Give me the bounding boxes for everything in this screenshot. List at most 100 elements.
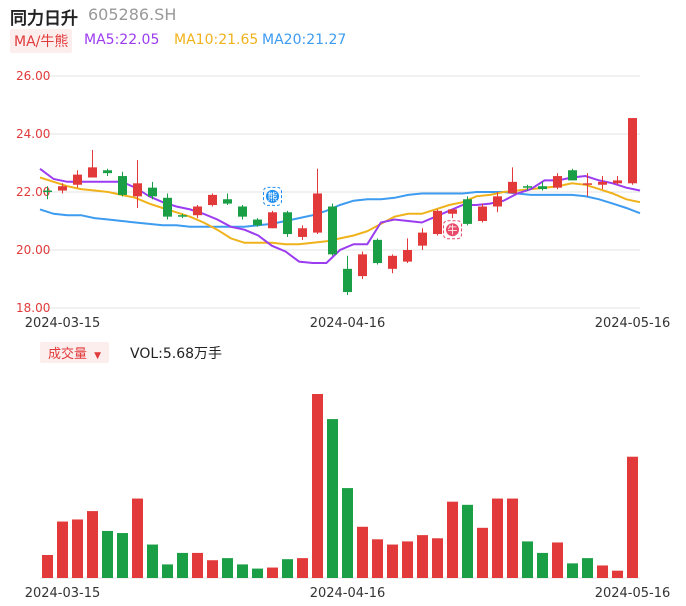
volume-x-tick-label: 2024-04-16 — [310, 586, 386, 601]
volume-bar — [597, 565, 608, 578]
candle-body — [493, 196, 502, 207]
stock-code: 605286.SH — [88, 5, 177, 24]
candle-body — [193, 206, 202, 216]
candle-body — [538, 186, 547, 190]
volume-bar — [162, 564, 173, 578]
candle-body — [133, 183, 142, 197]
volume-value-label: VOL:5.68万手 — [130, 346, 223, 362]
volume-bar — [552, 542, 563, 578]
volume-bar — [282, 559, 293, 578]
ma10-label: MA10:21.65 — [174, 32, 259, 48]
candle-body — [403, 250, 412, 262]
dropdown-triangle-icon: ▼ — [94, 351, 102, 361]
volume-x-tick-label: 2024-03-15 — [25, 586, 101, 601]
candle-body — [88, 167, 97, 178]
volume-bar — [312, 394, 323, 578]
volume-bar — [102, 530, 113, 578]
candle-body — [268, 212, 277, 229]
candle-body — [343, 268, 352, 293]
candle-body — [163, 197, 172, 217]
bull-signal-label: 牛 — [448, 224, 458, 237]
candle-body — [253, 219, 262, 226]
candle-body — [583, 183, 592, 185]
volume-bar — [627, 456, 638, 578]
y-tick-label: 24.00 — [16, 127, 50, 141]
volume-bar — [87, 511, 98, 578]
candle-body — [298, 228, 307, 237]
volume-bar — [267, 567, 278, 578]
y-tick-label: 18.00 — [16, 301, 50, 315]
volume-bar — [522, 541, 533, 578]
signal-marker-frame — [443, 220, 462, 240]
ma10-line — [39, 176, 641, 246]
volume-bar — [432, 538, 443, 578]
candle-body — [43, 190, 52, 193]
price-x-tick-label: 2024-04-16 — [310, 316, 386, 331]
volume-bar — [177, 552, 188, 578]
volume-bar — [462, 504, 473, 578]
volume-bar — [147, 544, 158, 578]
candle-body — [478, 206, 487, 221]
y-tick-label: 26.00 — [16, 69, 50, 83]
volume-bar — [417, 535, 428, 578]
ma20-line — [39, 191, 641, 228]
ma20-label: MA20:21.27 — [262, 32, 347, 48]
volume-bar — [42, 555, 53, 578]
volume-bar — [237, 564, 248, 578]
volume-bar — [132, 498, 143, 578]
volume-bar — [207, 560, 218, 578]
volume-bar — [357, 526, 368, 578]
candle-body — [238, 206, 247, 217]
volume-bar — [57, 521, 68, 578]
y-tick-label: 20.00 — [16, 243, 50, 257]
volume-bar — [507, 498, 518, 578]
volume-bar — [612, 570, 623, 578]
volume-bar — [447, 501, 458, 578]
candle-body — [178, 215, 187, 217]
candle-body — [388, 255, 397, 269]
candle-body — [58, 186, 67, 191]
candle-body — [118, 176, 127, 195]
candle-body — [433, 210, 442, 235]
candle-body — [148, 187, 157, 197]
volume-bar — [222, 558, 233, 578]
candle-body — [613, 180, 622, 184]
volume-bar — [297, 558, 308, 578]
price-x-tick-label: 2024-05-16 — [595, 316, 671, 331]
ma5-line — [39, 168, 641, 264]
candle-body — [103, 170, 112, 174]
volume-bar — [402, 541, 413, 578]
candle-body — [313, 193, 322, 233]
price-x-tick-label: 2024-03-15 — [25, 316, 101, 331]
volume-mode-selector[interactable]: 成交量 ▼ — [40, 342, 110, 363]
candle-body — [448, 209, 457, 214]
candle-body — [628, 118, 637, 184]
candle-body — [328, 206, 337, 255]
volume-bar — [477, 527, 488, 578]
volume-mode-label: 成交量 — [48, 347, 88, 362]
volume-bar — [72, 519, 83, 578]
volume-bar — [492, 498, 503, 578]
volume-bar — [117, 533, 128, 578]
volume-x-tick-label: 2024-05-16 — [595, 586, 671, 601]
volume-bar — [327, 419, 338, 578]
candle-body — [223, 199, 232, 204]
volume-bar — [537, 552, 548, 578]
ma5-label: MA5:22.05 — [84, 32, 160, 48]
signal-marker-dot — [266, 189, 279, 203]
bear-signal-label: 熊 — [268, 190, 278, 203]
volume-bar — [582, 558, 593, 578]
y-tick-label: 22.00 — [16, 185, 50, 199]
volume-bar — [372, 539, 383, 578]
candle-body — [358, 254, 367, 277]
candle-body — [73, 174, 82, 185]
candle-body — [553, 176, 562, 188]
candle-body — [463, 199, 472, 224]
volume-bar — [252, 568, 263, 578]
signal-marker-dot — [446, 223, 459, 237]
volume-bar — [387, 544, 398, 578]
volume-bar — [342, 488, 353, 578]
stock-name: 同力日升 — [10, 9, 78, 29]
ma-mode-selector[interactable]: MA/牛熊 — [10, 29, 73, 53]
